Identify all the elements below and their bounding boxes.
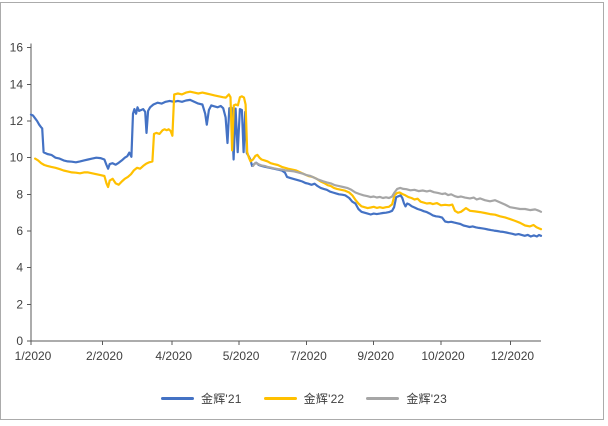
y-tick-label: 8 — [16, 187, 23, 201]
x-tick-label: 9/2020 — [357, 349, 394, 363]
x-tick-label: 4/2020 — [155, 349, 192, 363]
y-tick-label: 12 — [10, 114, 24, 128]
series-line-jinhui-22 — [33, 90, 543, 231]
legend: 金辉'21 金辉'22 金辉'23 — [0, 390, 608, 407]
x-tick-label: 10/2020 — [421, 349, 465, 363]
y-tick-label: 10 — [10, 151, 24, 165]
legend-line-swatch-blue — [161, 397, 195, 400]
legend-item-jinhui-23: 金辉'23 — [366, 390, 447, 407]
chart-frame — [0, 2, 604, 420]
legend-label: 金辉'23 — [406, 392, 447, 406]
legend-line-swatch-yellow — [263, 397, 297, 400]
x-tick-label: 2/2020 — [86, 349, 123, 363]
legend-line-swatch-gray — [366, 397, 400, 400]
y-tick-label: 14 — [10, 77, 24, 91]
y-tick-label: 2 — [16, 297, 23, 311]
legend-label: 金辉'21 — [201, 392, 242, 406]
y-tick-label: 0 — [16, 334, 23, 348]
series-line-jinhui-23 — [251, 161, 543, 213]
y-tick-label: 6 — [16, 224, 23, 238]
y-tick-label: 16 — [10, 41, 24, 55]
x-tick-label: 5/2020 — [223, 349, 260, 363]
legend-item-jinhui-21: 金辉'21 — [161, 390, 242, 407]
x-tick-label: 7/2020 — [290, 349, 327, 363]
x-tick-label: 1/2020 — [15, 349, 52, 363]
legend-item-jinhui-22: 金辉'22 — [263, 390, 345, 407]
y-tick-label: 4 — [16, 261, 23, 275]
x-tick-label: 12/2020 — [491, 349, 535, 363]
legend-label: 金辉'22 — [303, 392, 345, 406]
